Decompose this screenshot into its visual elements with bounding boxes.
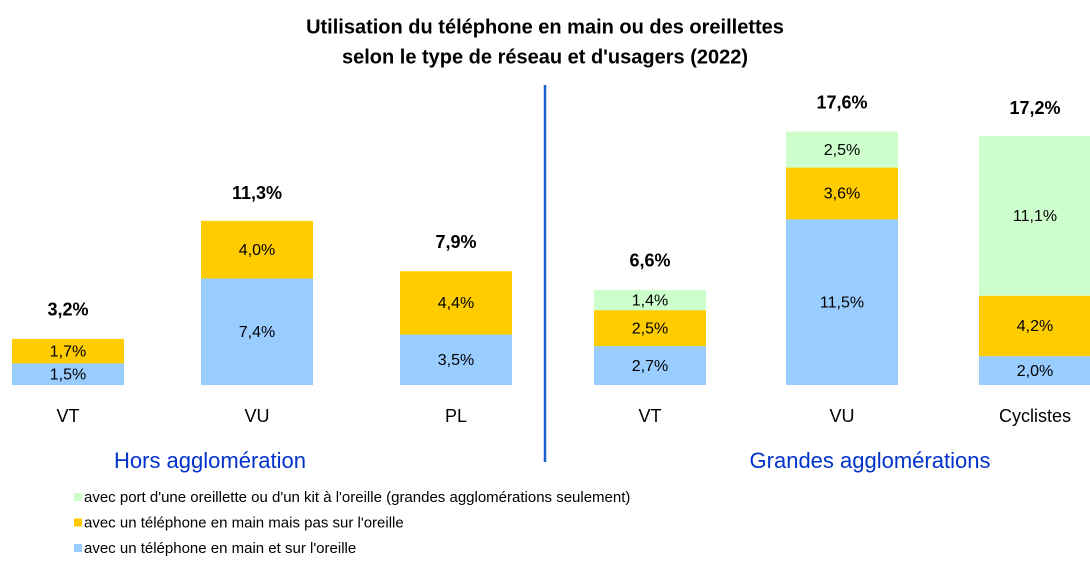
bar-segment [201, 278, 313, 385]
value-label: 3,5% [438, 352, 474, 369]
group-label: Grandes agglomérations [750, 448, 991, 473]
value-label: 1,7% [50, 343, 86, 360]
total-label: 3,2% [47, 300, 88, 320]
legend-swatch [74, 493, 82, 501]
value-label: 11,5% [820, 294, 864, 311]
bar-segment [979, 356, 1090, 385]
value-label: 4,2% [1017, 318, 1053, 335]
value-label: 1,4% [632, 292, 668, 309]
bar-segment [12, 338, 124, 364]
value-label: 11,1% [1013, 208, 1057, 225]
x-tick-label: VU [829, 406, 854, 426]
x-tick-label: VU [244, 406, 269, 426]
legend-label: avec un téléphone en main mais pas sur l… [84, 514, 404, 531]
total-label: 6,6% [629, 251, 670, 271]
value-label: 2,5% [632, 320, 668, 337]
chart-title: selon le type de réseau et d'usagers (20… [342, 46, 748, 68]
bar-segment [979, 295, 1090, 357]
total-label: 7,9% [435, 232, 476, 252]
bar-segment [979, 135, 1090, 296]
bar-segment [786, 219, 898, 385]
bar-segment [786, 131, 898, 168]
legend-label: avec port d'une oreillette ou d'un kit à… [84, 489, 630, 506]
group-label: Hors agglomération [114, 448, 306, 473]
x-tick-label: Cyclistes [999, 406, 1071, 426]
chart-title: Utilisation du téléphone en main ou des … [306, 16, 784, 38]
value-label: 3,6% [824, 186, 860, 203]
value-label: 7,4% [239, 324, 275, 341]
total-label: 17,6% [816, 92, 867, 112]
value-label: 2,7% [632, 358, 668, 375]
value-label: 4,4% [438, 295, 474, 312]
bar-segment [594, 289, 706, 311]
value-label: 2,5% [824, 142, 860, 159]
value-label: 2,0% [1017, 363, 1053, 380]
bar-segment [786, 167, 898, 220]
x-tick-label: PL [445, 406, 467, 426]
bar-segment [400, 271, 512, 335]
bar-segment [201, 220, 313, 279]
bar-segment [594, 310, 706, 347]
total-label: 11,3% [232, 183, 282, 203]
x-tick-label: VT [638, 406, 661, 426]
legend-swatch [74, 544, 82, 552]
bar-segment [594, 346, 706, 385]
legend-label: avec un téléphone en main et sur l'oreil… [84, 540, 356, 557]
legend-swatch [74, 518, 82, 527]
value-label: 1,5% [50, 366, 86, 383]
total-label: 17,2% [1009, 98, 1060, 118]
value-label: 4,0% [239, 242, 275, 259]
bar-segment [400, 334, 512, 385]
bar-segment [12, 363, 124, 385]
x-tick-label: VT [56, 406, 79, 426]
